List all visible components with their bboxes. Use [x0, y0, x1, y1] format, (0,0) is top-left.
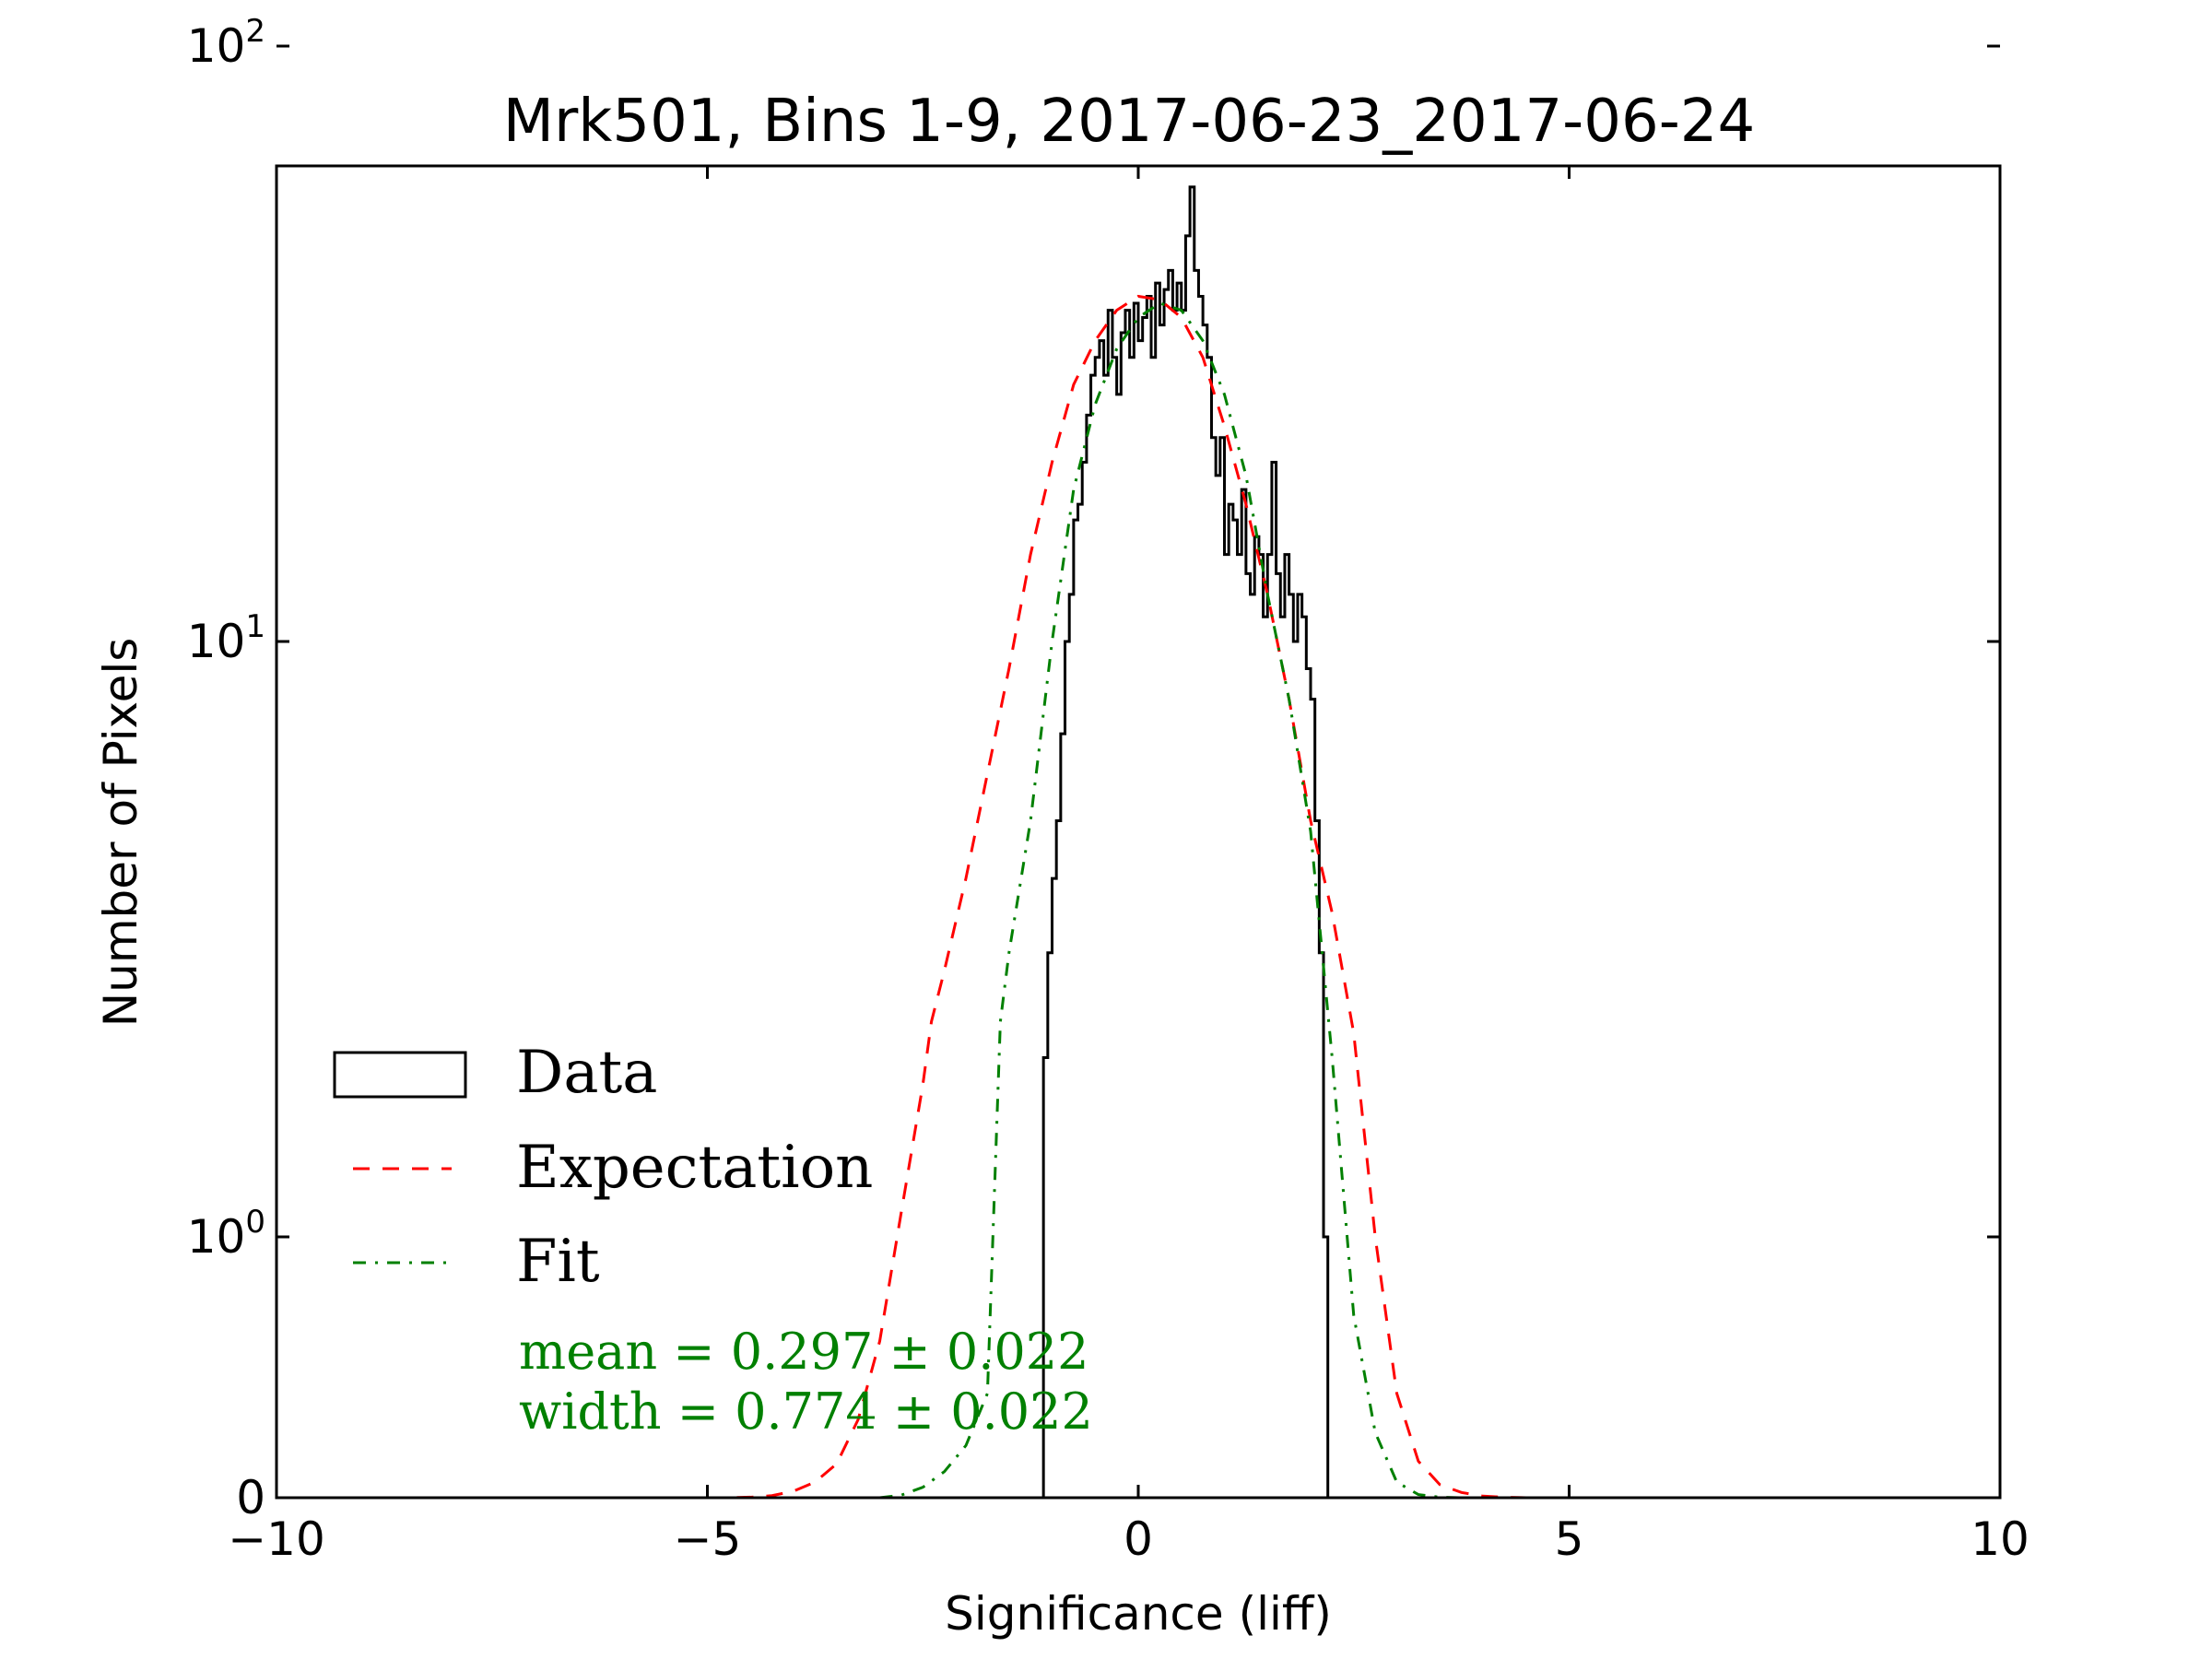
series-layer	[707, 185, 1570, 1500]
y-tick-label: 0	[236, 1471, 265, 1524]
data-histogram-step	[1039, 185, 1337, 1500]
chart-title: Mrk501, Bins 1-9, 2017-06-23_2017-06-24	[503, 88, 1755, 156]
y-axis: 0 100 101 102	[187, 13, 2000, 1524]
x-axis-label: Significance (liff)	[945, 1587, 1332, 1641]
x-tick-label: −5	[674, 1512, 742, 1566]
legend-data-label: Data	[516, 1039, 657, 1107]
y-axis-label: Number of Pixels	[94, 638, 147, 1028]
legend-data-swatch	[333, 1051, 467, 1099]
fit-width-annotation: width = 0.774 ± 0.022	[519, 1382, 1093, 1441]
legend-expectation-label: Expectation	[516, 1134, 873, 1202]
expectation-curve	[707, 294, 1570, 1500]
x-axis: −10 −5 0 5 10	[228, 166, 2030, 1566]
x-tick-label: −10	[228, 1512, 325, 1566]
x-tick-label: 10	[1971, 1512, 2030, 1566]
y-tick-label: 100	[187, 1204, 265, 1264]
fit-curve	[879, 301, 1483, 1500]
x-tick-label: 5	[1555, 1512, 1584, 1566]
legend-fit-label: Fit	[516, 1228, 600, 1296]
y-tick-label: 102	[187, 13, 265, 73]
fit-mean-annotation: mean = 0.297 ± 0.022	[519, 1323, 1088, 1381]
x-tick-label: 0	[1124, 1512, 1153, 1566]
legend: Data Expectation Fit	[333, 1039, 873, 1296]
y-tick-label: 101	[187, 608, 265, 668]
